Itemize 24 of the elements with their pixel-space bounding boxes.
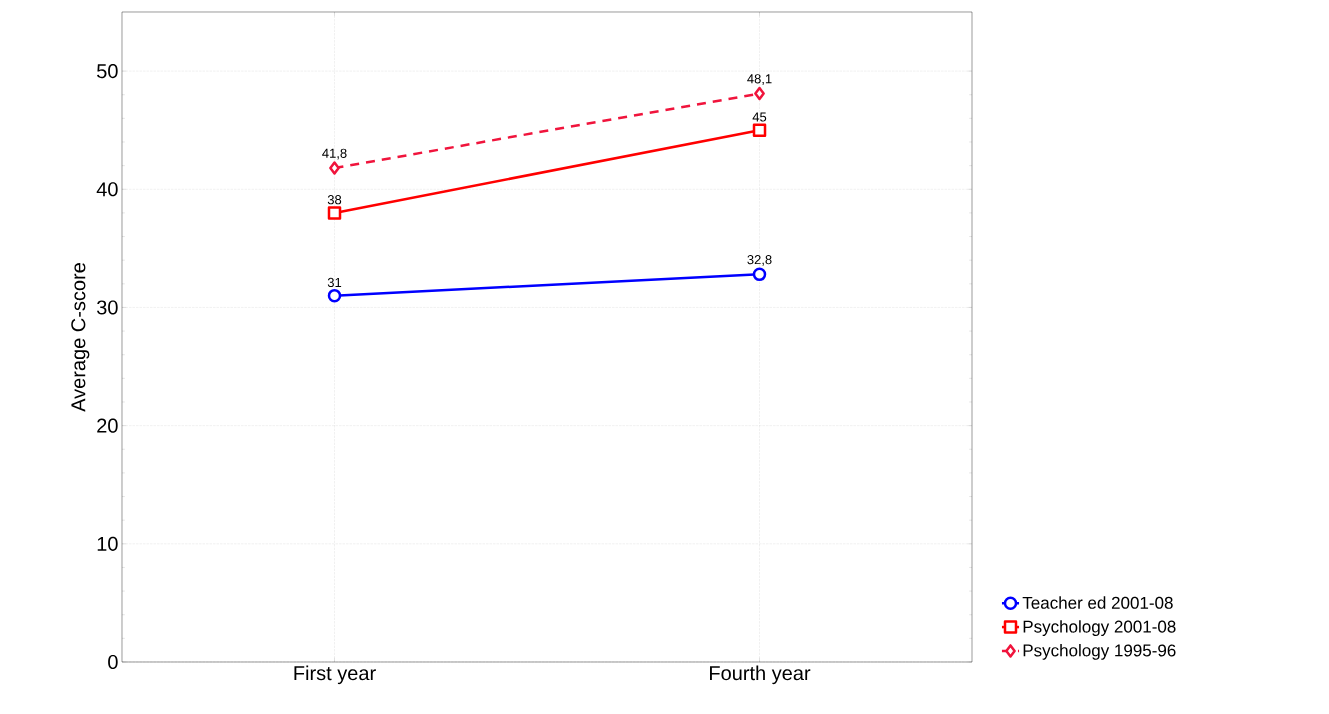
data-label: 48,1 xyxy=(747,74,772,85)
y-tick-label: 10 xyxy=(97,536,118,551)
point xyxy=(752,123,767,137)
legend-label: Psychology 2001-08 xyxy=(1023,620,1176,637)
data-label: 41,8 xyxy=(322,148,347,160)
y-axis-title: Average C-score xyxy=(71,263,90,412)
point xyxy=(752,267,767,282)
y-tick-label: 30 xyxy=(96,300,118,315)
point xyxy=(327,206,342,220)
point xyxy=(327,288,342,303)
data-label: 32,8 xyxy=(747,255,772,266)
point xyxy=(329,161,340,175)
data-label: 38 xyxy=(327,195,342,205)
y-tick-label: 0 xyxy=(108,654,118,670)
y-tick-label: 20 xyxy=(97,418,118,433)
point xyxy=(754,86,765,101)
x-tick-label: Fourth year xyxy=(710,665,811,685)
legend-label: Psychology 1995-96 xyxy=(1023,643,1176,660)
y-tick-label: 50 xyxy=(97,64,118,79)
x-tick-label: First year xyxy=(294,665,376,685)
y-tick-label: 40 xyxy=(96,182,118,197)
data-label: 45 xyxy=(752,112,767,122)
data-label: 31 xyxy=(327,277,342,288)
legend-label: Teacher ed 2001-08 xyxy=(1022,596,1173,609)
